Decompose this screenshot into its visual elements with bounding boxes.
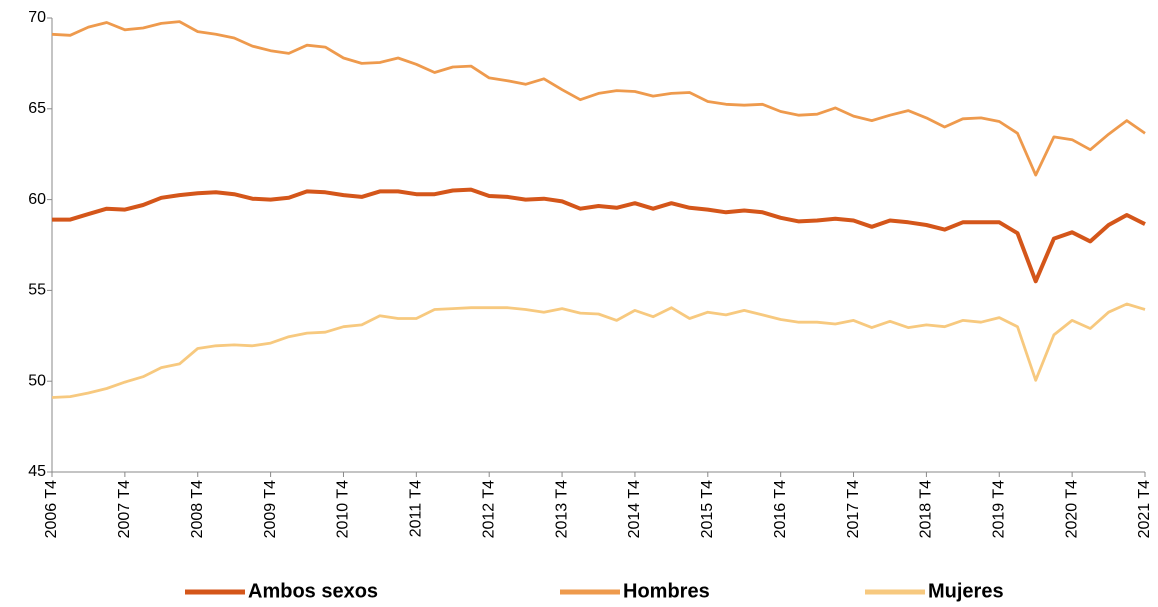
x-tick-label: 2017 T4	[845, 480, 862, 539]
x-tick-label: 2014 T4	[626, 480, 643, 539]
x-tick-label: 2019 T4	[990, 480, 1007, 539]
y-tick-label: 70	[28, 9, 46, 26]
x-tick-label: 2010 T4	[335, 480, 352, 539]
series-line	[51, 302, 1146, 399]
x-tick-label: 2008 T4	[189, 480, 206, 539]
x-tick-label: 2020 T4	[1063, 480, 1080, 539]
x-tick-label: 2012 T4	[480, 480, 497, 539]
x-tick-label: 2016 T4	[772, 480, 789, 539]
y-tick-label: 60	[28, 191, 46, 208]
y-tick-label: 65	[28, 100, 46, 117]
x-tick-label: 2007 T4	[116, 480, 133, 539]
series-line	[51, 20, 1146, 177]
x-tick-label: 2018 T4	[918, 480, 935, 539]
legend-label: Ambos sexos	[248, 580, 378, 602]
series-line	[52, 187, 1146, 284]
x-tick-label: 2006 T4	[43, 480, 60, 539]
x-tick-label: 2011 T4	[408, 480, 425, 537]
y-tick-label: 45	[28, 463, 46, 480]
x-tick-label: 2021 T4	[1136, 480, 1153, 539]
legend-label: Mujeres	[928, 580, 1004, 602]
legend-label: Hombres	[623, 580, 710, 602]
y-tick-label: 50	[28, 372, 46, 389]
x-tick-label: 2015 T4	[699, 480, 716, 539]
x-tick-label: 2013 T4	[553, 480, 570, 539]
x-tick-label: 2009 T4	[262, 480, 279, 539]
y-tick-label: 55	[28, 282, 46, 299]
